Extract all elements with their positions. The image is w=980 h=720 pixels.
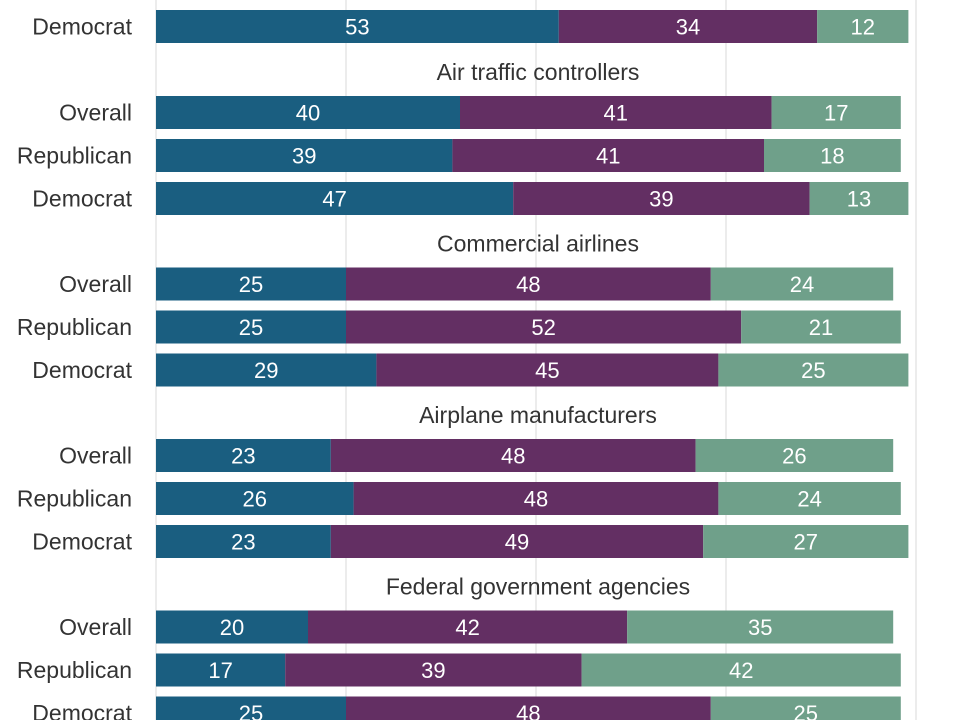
- bar-value-label: 48: [501, 444, 525, 469]
- bar-segment: [285, 653, 582, 687]
- bar-segment: [513, 182, 810, 215]
- bar-value-label: 24: [797, 487, 821, 512]
- bar-value-label: 13: [847, 187, 871, 212]
- bar-value-label: 26: [782, 444, 806, 469]
- bar-value-label: 42: [455, 615, 479, 640]
- bar-value-label: 39: [292, 144, 316, 169]
- group-title: Air traffic controllers: [437, 59, 640, 85]
- row-label: Overall: [59, 271, 132, 297]
- bar-segment: [330, 525, 704, 558]
- bar-segment: [353, 482, 719, 515]
- bar-segment: [703, 525, 909, 558]
- bar-value-label: 40: [296, 101, 320, 126]
- bar-segment: [156, 10, 559, 43]
- bar-value-label: 34: [676, 15, 700, 40]
- bar-segment: [156, 482, 354, 515]
- group-title: Airplane manufacturers: [419, 402, 657, 428]
- bar-value-label: 39: [421, 658, 445, 683]
- bar-segment: [330, 439, 696, 472]
- bar-value-label: 17: [824, 101, 848, 126]
- bar-segment: [156, 96, 460, 129]
- group-title: Commercial airlines: [437, 231, 639, 257]
- bar-segment: [346, 696, 711, 720]
- bar-value-label: 42: [729, 658, 753, 683]
- bar-segment: [308, 610, 628, 644]
- row-label: Republican: [17, 143, 132, 169]
- row-label: Overall: [59, 100, 132, 126]
- bar-segment: [156, 439, 331, 472]
- bar-value-label: 25: [801, 358, 825, 383]
- bar-value-label: 41: [604, 101, 628, 126]
- group-title: Federal government agencies: [386, 574, 690, 600]
- labels: Democrat 53 34 12 Air traffic controllers Ove…: [17, 14, 875, 720]
- bar-value-label: 21: [809, 315, 833, 340]
- bar-value-label: 48: [516, 701, 540, 720]
- bar-value-label: 27: [794, 530, 818, 555]
- bar-segment: [558, 10, 818, 43]
- bar-value-label: 25: [794, 701, 818, 720]
- bar-value-label: 48: [516, 272, 540, 297]
- bar-value-label: 23: [231, 530, 255, 555]
- bar-segment: [156, 610, 308, 644]
- bar-segment: [627, 610, 894, 644]
- row-label: Democrat: [32, 529, 132, 555]
- bar-value-label: 49: [505, 530, 529, 555]
- bar-value-label: 26: [243, 487, 267, 512]
- bar-value-label: 39: [649, 187, 673, 212]
- bar-segment: [741, 310, 901, 344]
- bars: [156, 10, 909, 720]
- row-label: Overall: [59, 443, 132, 469]
- bar-segment: [452, 139, 764, 172]
- bar-segment: [460, 96, 772, 129]
- row-label: Democrat: [32, 357, 132, 383]
- bar-segment: [710, 696, 901, 720]
- row-label: Democrat: [32, 186, 132, 212]
- bar-segment: [156, 310, 346, 344]
- row-label: Democrat: [32, 14, 132, 40]
- row-label: Republican: [17, 657, 132, 683]
- bar-segment: [710, 267, 894, 301]
- bar-segment: [156, 696, 346, 720]
- bar-value-label: 12: [851, 15, 875, 40]
- bar-value-label: 18: [820, 144, 844, 169]
- bar-segment: [156, 353, 377, 387]
- bar-value-label: 25: [239, 315, 263, 340]
- bar-segment: [156, 182, 514, 215]
- row-label: Republican: [17, 314, 132, 340]
- bar-value-label: 23: [231, 444, 255, 469]
- bar-value-label: 48: [524, 487, 548, 512]
- row-label: Democrat: [32, 700, 132, 720]
- bar-segment: [695, 439, 894, 472]
- bar-value-label: 52: [531, 315, 555, 340]
- bar-value-label: 45: [535, 358, 559, 383]
- bar-segment: [346, 310, 742, 344]
- row-label: Republican: [17, 486, 132, 512]
- bar-segment: [764, 139, 901, 172]
- bar-value-label: 17: [208, 658, 232, 683]
- bar-value-label: 41: [596, 144, 620, 169]
- bar-segment: [156, 139, 453, 172]
- bar-value-label: 25: [239, 701, 263, 720]
- bar-value-label: 24: [790, 272, 814, 297]
- bar-segment: [771, 96, 901, 129]
- bar-segment: [718, 353, 909, 387]
- bar-value-label: 25: [239, 272, 263, 297]
- bar-segment: [718, 482, 901, 515]
- bar-segment: [346, 267, 711, 301]
- bar-segment: [156, 267, 346, 301]
- bar-segment: [817, 10, 909, 43]
- bar-segment: [809, 182, 909, 215]
- row-label: Overall: [59, 614, 132, 640]
- bar-value-label: 53: [345, 15, 369, 40]
- bar-value-label: 29: [254, 358, 278, 383]
- bar-value-label: 47: [322, 187, 346, 212]
- bar-segment: [581, 653, 901, 687]
- bar-segment: [376, 353, 719, 387]
- bar-segment: [156, 525, 331, 558]
- bar-value-label: 20: [220, 615, 244, 640]
- bar-value-label: 35: [748, 615, 772, 640]
- bar-segment: [156, 653, 286, 687]
